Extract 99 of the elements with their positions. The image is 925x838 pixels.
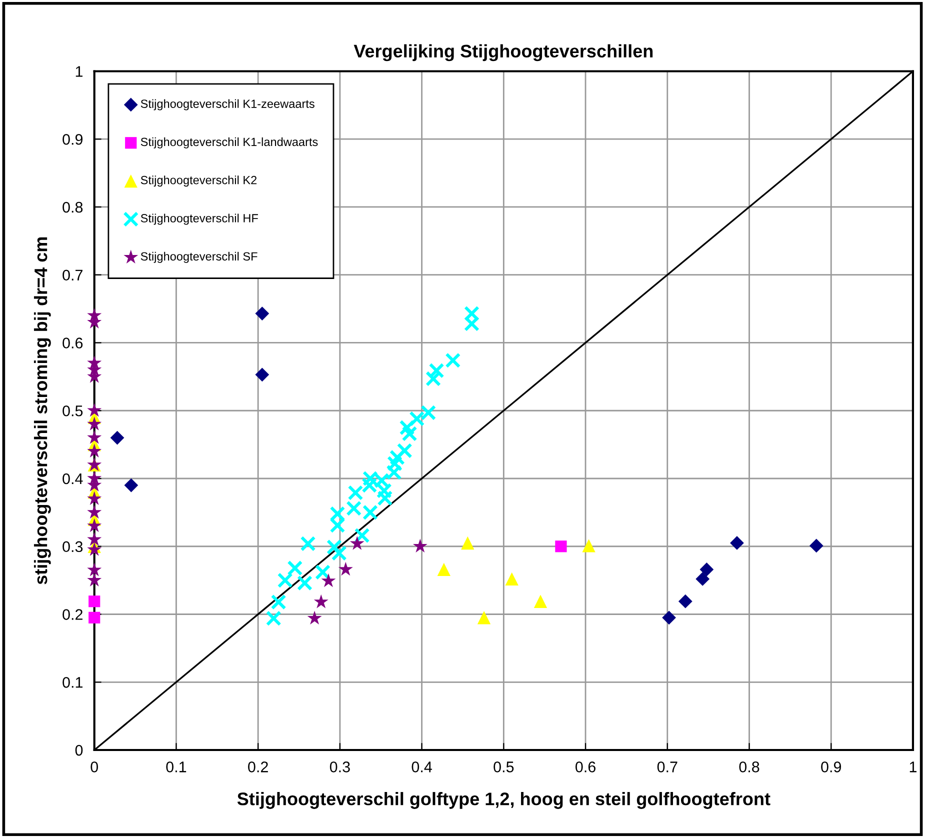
point: [445, 352, 461, 368]
legend-label: Stijghoogteverschil K1-landwaarts: [140, 137, 318, 148]
legend-label: Stijghoogteverschil HF: [140, 214, 258, 225]
x-tick-label: 0.6: [576, 762, 596, 772]
point: [300, 536, 316, 552]
point: [87, 542, 102, 556]
point: [87, 532, 102, 546]
point: [338, 562, 353, 576]
y-tick-label: 0.1: [62, 677, 82, 688]
point: [505, 572, 518, 586]
point: [110, 430, 124, 445]
point: [376, 482, 392, 498]
point: [314, 594, 328, 608]
chart-title: Vergelijking Stijghoogteverschillen: [354, 44, 653, 62]
point: [354, 528, 370, 544]
x-tick-label: 0.5: [494, 762, 514, 772]
point: [87, 403, 102, 417]
point: [399, 420, 415, 436]
point: [402, 426, 418, 442]
point: [88, 596, 100, 608]
point: [396, 442, 412, 458]
legend-label: Stijghoogteverschil SF: [140, 252, 258, 263]
point: [420, 404, 436, 420]
point: [390, 450, 405, 466]
y-tick-label: 0.7: [62, 270, 82, 281]
point: [348, 485, 364, 500]
point: [409, 411, 425, 427]
point: [362, 504, 378, 520]
point: [428, 362, 444, 378]
x-tick-label: 0.3: [330, 762, 350, 772]
y-tick-label: 0.3: [62, 541, 83, 552]
y-axis-title: stijghoogteverschil stroming bij dr=4 cm: [34, 237, 51, 584]
point: [662, 610, 676, 625]
point: [296, 575, 312, 591]
point: [346, 500, 362, 516]
y-tick-label: 0: [75, 744, 83, 756]
x-tick-label: 0: [90, 762, 98, 772]
point: [87, 572, 102, 586]
x-tick-label: 0.2: [248, 762, 268, 772]
point: [270, 594, 286, 610]
point: [426, 370, 441, 386]
point: [461, 536, 474, 550]
x-tick-label: 0.8: [739, 762, 760, 772]
point: [287, 560, 303, 576]
x-tick-label: 0.9: [821, 762, 842, 772]
point: [412, 538, 428, 553]
point: [387, 456, 403, 472]
point: [350, 536, 364, 550]
point: [464, 306, 480, 322]
point: [307, 610, 322, 624]
y-tick-label: 1: [76, 66, 82, 77]
point: [255, 306, 270, 320]
point: [464, 316, 480, 332]
point: [87, 308, 102, 322]
point: [331, 545, 347, 561]
point: [87, 491, 102, 506]
x-tick-label: 0.4: [412, 762, 432, 772]
point: [555, 540, 567, 552]
point: [255, 368, 270, 382]
point: [321, 573, 336, 588]
point: [87, 444, 102, 458]
x-tick-label: 0.1: [166, 762, 186, 772]
point: [678, 594, 692, 608]
legend-label: Stijghoogteverschil K2: [140, 176, 257, 187]
x-tick-label: 1: [910, 762, 916, 772]
y-tick-label: 0.6: [62, 338, 83, 348]
point: [266, 610, 282, 626]
point: [87, 504, 102, 519]
point: [809, 538, 824, 553]
point: [330, 506, 346, 522]
point: [700, 562, 714, 576]
point: [477, 611, 491, 624]
y-tick-label: 0.4: [62, 473, 83, 484]
point: [326, 539, 342, 555]
point: [87, 562, 102, 576]
y-tick-label: 0.5: [62, 405, 83, 416]
point: [386, 464, 402, 480]
x-axis-title: Stijghoogteverschil golftype 1,2, hoog en steil golfhoogtefront: [237, 792, 770, 809]
y-tick-label: 0.2: [62, 609, 82, 620]
point: [277, 572, 293, 588]
point: [534, 594, 548, 608]
point: [87, 470, 102, 485]
point: [696, 572, 710, 586]
y-tick-label: 0.9: [62, 134, 83, 145]
point: [330, 518, 346, 534]
point: [730, 536, 744, 550]
point: [124, 478, 138, 492]
x-tick-label: 0.7: [657, 762, 678, 772]
legend-label: Stijghoogteverschil K1-zeewaarts: [140, 99, 314, 110]
y-tick-label: 0.8: [62, 202, 83, 213]
point: [87, 356, 102, 370]
point: [582, 539, 596, 552]
point: [87, 430, 102, 444]
point: [87, 416, 102, 430]
point: [377, 490, 393, 506]
point: [315, 564, 330, 580]
point: [88, 612, 100, 624]
point: [437, 562, 450, 576]
point: [87, 518, 102, 532]
